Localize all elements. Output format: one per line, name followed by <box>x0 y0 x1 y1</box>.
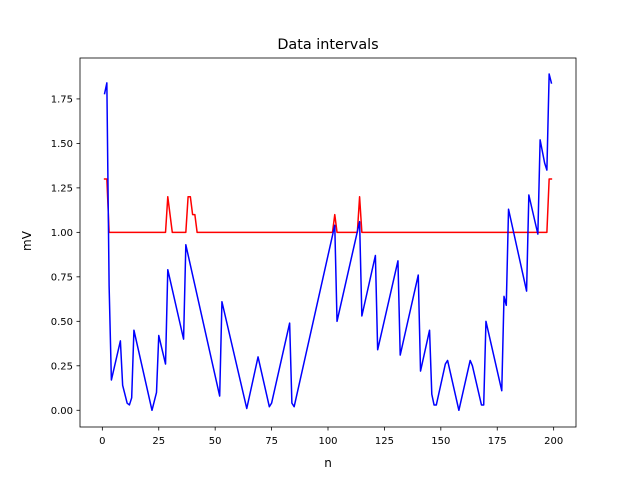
x-tick-label: 175 <box>488 436 507 447</box>
series-line-1 <box>103 73 553 412</box>
chart-title: Data intervals <box>277 37 378 53</box>
y-tick-label: 0.25 <box>51 361 73 372</box>
y-tick-label: 1.00 <box>51 228 73 239</box>
y-tick-label: 0.75 <box>51 272 73 283</box>
axes-frame <box>79 57 577 428</box>
axis-ticks: 0 25 50 75 100 125 150 175 200 0.00 0.25 0.50 0.75 1.… <box>51 95 563 447</box>
x-tick-label: 200 <box>544 436 563 447</box>
x-tick-label: 100 <box>318 436 337 447</box>
y-tick-label: 1.50 <box>51 139 73 150</box>
x-tick-label: 25 <box>152 436 165 447</box>
x-tick-label: 50 <box>209 436 222 447</box>
x-axis-label: n <box>324 456 332 470</box>
x-tick-label: 75 <box>265 436 278 447</box>
x-tick-label: 0 <box>99 436 105 447</box>
series-line-0 <box>103 178 553 234</box>
y-axis-label: mV <box>20 230 34 251</box>
x-tick-label: 150 <box>431 436 450 447</box>
plot-area <box>103 73 553 412</box>
x-tick-label: 125 <box>375 436 394 447</box>
y-tick-label: 0.50 <box>51 317 73 328</box>
y-tick-label: 1.75 <box>51 95 73 106</box>
y-tick-label: 0.00 <box>51 406 73 417</box>
y-tick-label: 1.25 <box>51 183 73 194</box>
